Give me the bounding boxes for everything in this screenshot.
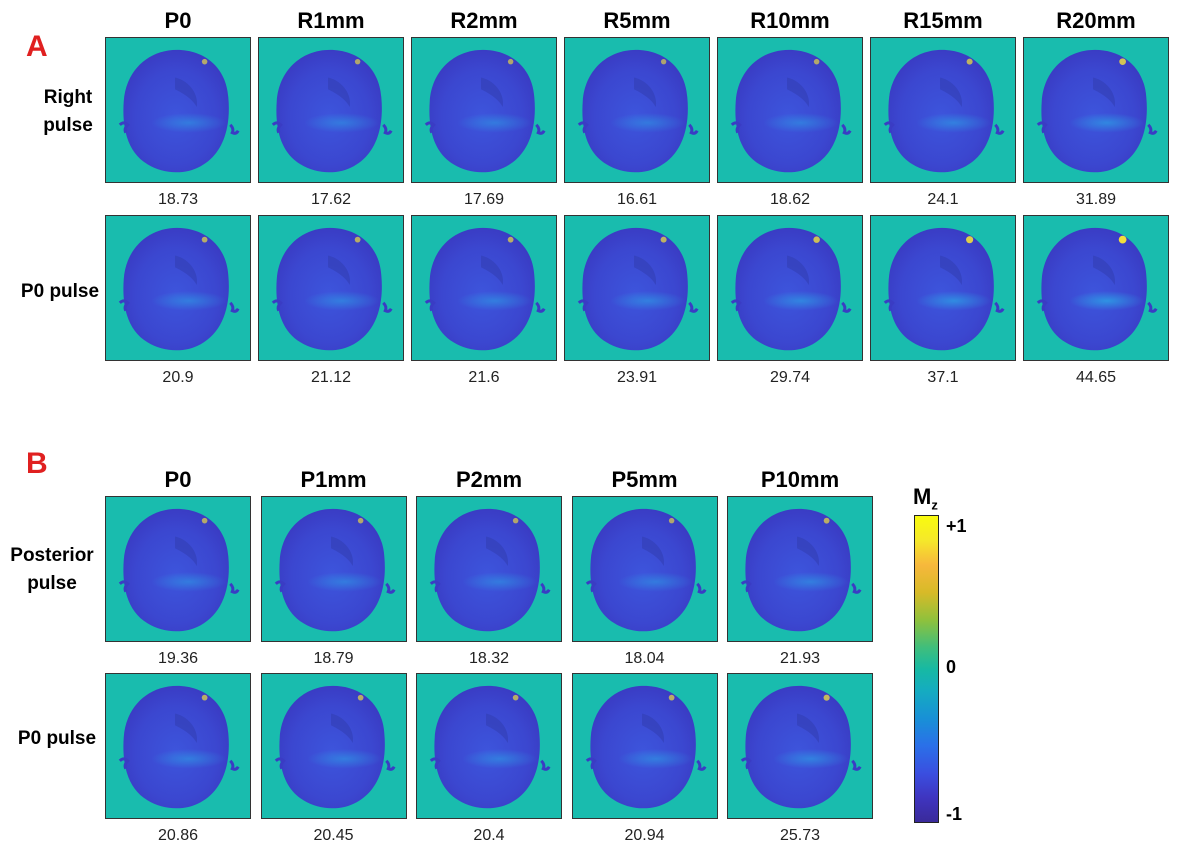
error-value: 19.36 [157,650,199,667]
row-label-line: Right [43,87,93,108]
row-label-a-p0-pulse: P0 pulse [10,278,110,306]
mz-map-image [870,215,1016,361]
colorbar-title-main: M [913,484,932,509]
error-value: 17.62 [310,191,352,208]
mz-map-image [571,673,718,819]
error-value: 37.1 [927,369,959,386]
mz-map-image [258,215,404,361]
colorbar-title: Mz [913,484,938,512]
column-header: P5mm [611,467,678,492]
mz-map-image [564,215,710,361]
mz-map-image [258,37,404,183]
panel-a-label: A [26,30,48,63]
colorbar-tick-mid: 0 [946,657,957,677]
mz-map-image [416,496,562,642]
mz-map-image [260,496,407,642]
mz-map-image [1023,215,1169,361]
mz-map-image [411,37,557,183]
column-header: P0 [164,8,192,33]
column-header: R10mm [750,8,830,33]
colorbar-tick-top: +1 [946,516,967,536]
error-value: 20.94 [624,827,665,844]
row-label-posterior-pulse: Posterior pulse [4,542,100,598]
error-value: 18.32 [468,650,510,667]
mz-map-image [717,215,863,361]
mz-map-image [870,37,1016,183]
mz-map-image [727,496,873,642]
colorbar-title-sub: z [931,497,938,513]
error-value: 20.45 [313,827,354,844]
mz-map-image [717,37,863,183]
column-header: R2mm [450,8,518,33]
error-value: 29.74 [769,369,811,386]
colorbar-tick-bottom: -1 [946,804,963,824]
error-value: 17.69 [463,191,505,208]
colorbar [914,515,939,823]
row-label-line: pulse [43,115,93,136]
mz-map-image [260,673,407,819]
row-label-line: P0 pulse [17,728,97,749]
error-value: 21.6 [468,369,500,386]
panel-b-label: B [26,447,48,480]
mz-map-image [105,215,251,361]
mz-map-image [411,215,557,361]
row-label-line: pulse [27,573,77,594]
error-value: 31.89 [1075,191,1117,208]
mz-map-image [105,37,251,183]
column-header: R1mm [297,8,365,33]
error-value: 24.1 [927,191,959,208]
column-header: R15mm [903,8,983,33]
row-label-line: P0 pulse [20,281,100,302]
row-label-b-p0-pulse: P0 pulse [10,725,104,753]
column-header: P0 [164,467,192,492]
error-value: 18.62 [769,191,811,208]
row-label-line: Posterior [10,545,94,566]
mz-map-image [105,673,251,819]
column-header: R20mm [1056,8,1136,33]
error-value: 20.86 [157,827,199,844]
mz-map-image [105,496,251,642]
row-label-right-pulse: Right pulse [24,84,112,140]
mz-map-image [727,673,873,819]
column-header: P2mm [455,467,523,492]
error-value: 18.73 [157,191,199,208]
mz-map-image [416,673,562,819]
error-value: 20.9 [162,369,194,386]
error-value: 25.73 [779,827,821,844]
mz-map-image [571,496,718,642]
mz-map-image [564,37,710,183]
error-value: 21.93 [779,650,821,667]
column-header: P10mm [760,467,840,492]
error-value: 18.04 [624,650,665,667]
column-header: P1mm [300,467,367,492]
column-header: R5mm [603,8,671,33]
error-value: 23.91 [616,369,658,386]
error-value: 16.61 [616,191,658,208]
error-value: 44.65 [1075,369,1117,386]
error-value: 20.4 [473,827,505,844]
error-value: 18.79 [313,650,354,667]
error-value: 21.12 [310,369,352,386]
mz-map-image [1023,37,1169,183]
